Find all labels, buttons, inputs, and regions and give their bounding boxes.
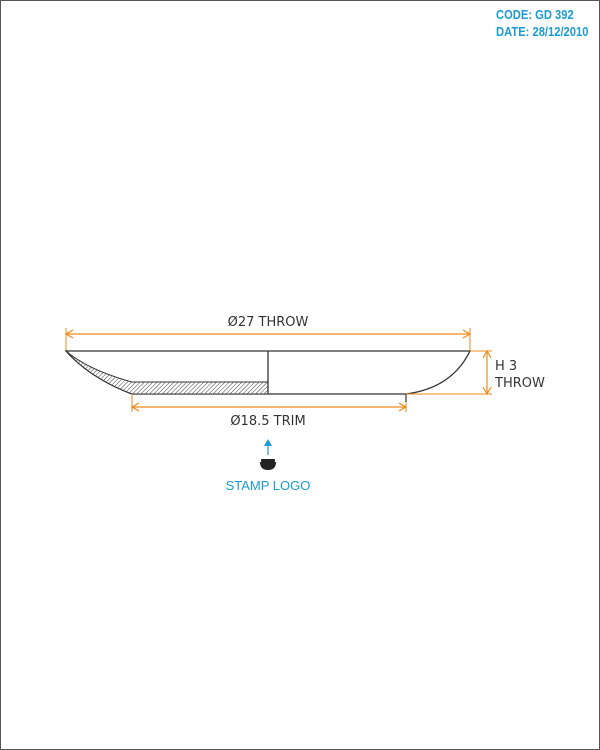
arrow-up-icon: [482, 349, 492, 359]
stamp-icon-cap: [261, 459, 275, 462]
throw-dimension: Ø27 THROW: [64, 315, 472, 352]
height-label-line1: H 3: [495, 359, 517, 374]
stamp-icon: [260, 462, 276, 470]
throw-dimension-label: Ø27 THROW: [228, 315, 309, 330]
product-code: CODE: GD 392: [495, 7, 574, 22]
dish-profile: [64, 350, 472, 402]
stamp-logo-label: STAMP LOGO: [226, 478, 311, 493]
trim-dimension: Ø18.5 TRIM: [130, 394, 408, 429]
stamp-logo: STAMP LOGO: [226, 439, 311, 493]
arrow-up-icon: [264, 439, 272, 446]
arrow-left-icon: [130, 402, 140, 412]
title-block: CODE: GD 392 DATE: 28/12/2010: [496, 6, 588, 40]
arrow-right-icon: [398, 402, 408, 412]
drawing-date: DATE: 28/12/2010: [495, 24, 588, 39]
height-label-line2: THROW: [494, 376, 545, 391]
trim-dimension-label: Ø18.5 TRIM: [230, 414, 305, 429]
height-dimension: H 3 THROW: [406, 349, 545, 396]
arrow-down-icon: [482, 386, 492, 396]
